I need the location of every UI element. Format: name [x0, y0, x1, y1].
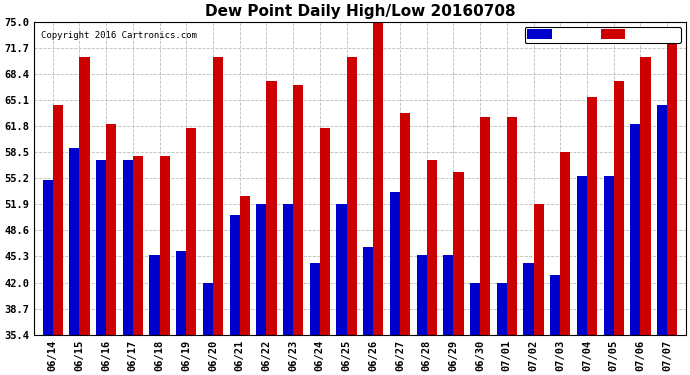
Bar — [43, 180, 52, 335]
Bar — [176, 251, 186, 335]
Bar — [239, 196, 250, 335]
Bar — [524, 263, 533, 335]
Bar — [426, 160, 437, 335]
Bar — [453, 172, 464, 335]
Bar — [613, 81, 624, 335]
Bar — [203, 282, 213, 335]
Bar — [266, 81, 277, 335]
Bar — [443, 255, 453, 335]
Bar — [363, 247, 373, 335]
Bar — [283, 204, 293, 335]
Bar — [337, 204, 346, 335]
Title: Dew Point Daily High/Low 20160708: Dew Point Daily High/Low 20160708 — [205, 4, 515, 19]
Bar — [346, 57, 357, 335]
Bar — [230, 215, 239, 335]
Bar — [52, 105, 63, 335]
Bar — [69, 148, 79, 335]
Bar — [630, 124, 640, 335]
Bar — [667, 38, 678, 335]
Bar — [123, 160, 133, 335]
Bar — [587, 97, 597, 335]
Bar — [480, 117, 491, 335]
Bar — [657, 105, 667, 335]
Legend: Low  (°F), High  (°F): Low (°F), High (°F) — [524, 27, 681, 43]
Bar — [417, 255, 426, 335]
Bar — [133, 156, 143, 335]
Bar — [310, 263, 320, 335]
Bar — [159, 156, 170, 335]
Bar — [186, 128, 197, 335]
Bar — [320, 128, 330, 335]
Text: Copyright 2016 Cartronics.com: Copyright 2016 Cartronics.com — [41, 31, 197, 40]
Bar — [293, 85, 304, 335]
Bar — [577, 176, 587, 335]
Bar — [507, 117, 517, 335]
Bar — [213, 57, 223, 335]
Bar — [604, 176, 613, 335]
Bar — [400, 112, 410, 335]
Bar — [256, 204, 266, 335]
Bar — [533, 204, 544, 335]
Bar — [497, 282, 507, 335]
Bar — [640, 57, 651, 335]
Bar — [550, 274, 560, 335]
Bar — [470, 282, 480, 335]
Bar — [150, 255, 159, 335]
Bar — [373, 22, 384, 335]
Bar — [79, 57, 90, 335]
Bar — [106, 124, 117, 335]
Bar — [560, 152, 571, 335]
Bar — [96, 160, 106, 335]
Bar — [390, 192, 400, 335]
